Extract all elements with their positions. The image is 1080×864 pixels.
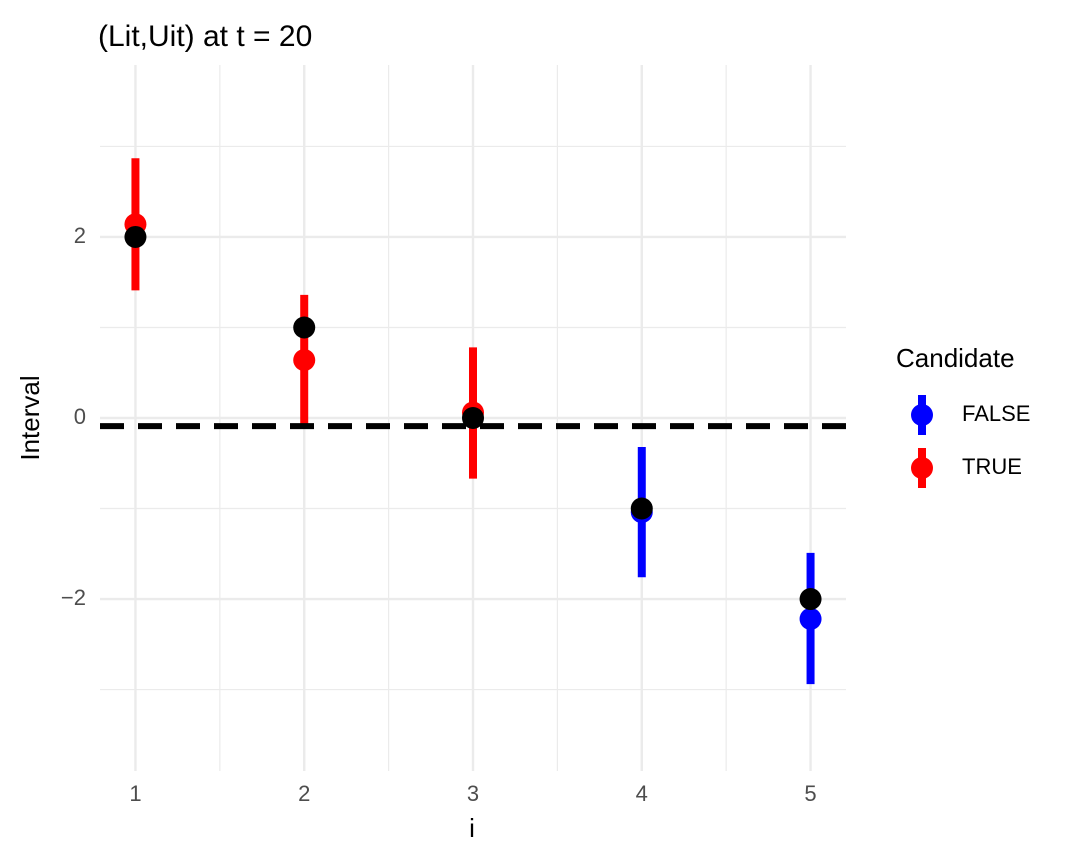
x-axis-title: i: [469, 813, 475, 843]
reference-point: [630, 497, 653, 520]
point: [293, 349, 316, 372]
reference-point: [124, 225, 147, 248]
legend-label: FALSE: [962, 401, 1030, 426]
y-axis-title: Interval: [15, 375, 45, 460]
reference-point: [799, 588, 822, 611]
y-tick-label: 0: [74, 404, 86, 429]
legend-title: Candidate: [896, 343, 1015, 373]
x-tick-label: 2: [298, 781, 310, 806]
legend-key: [911, 404, 933, 426]
chart-title: (Lit,Uit) at t = 20: [98, 20, 312, 53]
point: [799, 607, 822, 630]
x-tick-label: 3: [467, 781, 479, 806]
x-tick-label: 5: [804, 781, 816, 806]
x-tick-label: 4: [636, 781, 648, 806]
y-tick-label: 2: [74, 223, 86, 248]
y-tick-label: −2: [61, 585, 86, 610]
legend-key: [911, 457, 933, 479]
reference-point: [293, 316, 316, 339]
reference-point: [462, 407, 484, 429]
x-tick-label: 1: [129, 781, 141, 806]
legend-label: TRUE: [962, 454, 1022, 479]
